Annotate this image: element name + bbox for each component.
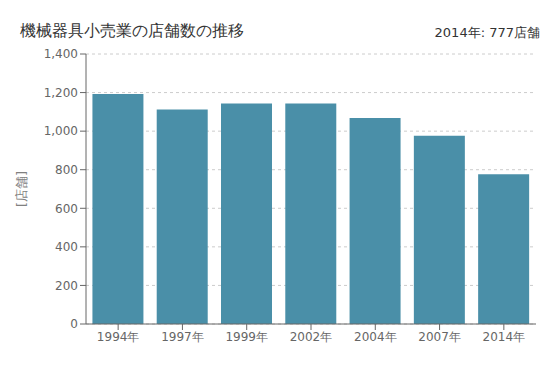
svg-text:200: 200 [55,279,78,293]
html-text:2014年: 777店舗: 2014年: 777店舗 [434,25,540,40]
svg-text:2004年: 2004年 [354,330,397,344]
html-text:機械器具小売業の店舗数の推移: 機械器具小売業の店舗数の推移 [20,21,244,40]
svg-text:600: 600 [55,202,78,216]
svg-text:[店舗]: [店舗] [14,171,29,207]
svg-text:1,200: 1,200 [44,86,78,100]
svg-text:1,000: 1,000 [44,124,78,138]
svg-text:2007年: 2007年 [418,330,461,344]
svg-text:1997年: 1997年 [161,330,204,344]
svg-text:1999年: 1999年 [225,330,268,344]
svg-text:800: 800 [55,163,78,177]
svg-text:2014年: 2014年 [483,330,526,344]
svg-text:1994年: 1994年 [97,330,140,344]
svg-text:1,400: 1,400 [44,47,78,61]
svg-text:400: 400 [55,240,78,254]
svg-text:2002年: 2002年 [290,330,333,344]
svg-text:0: 0 [70,317,78,331]
